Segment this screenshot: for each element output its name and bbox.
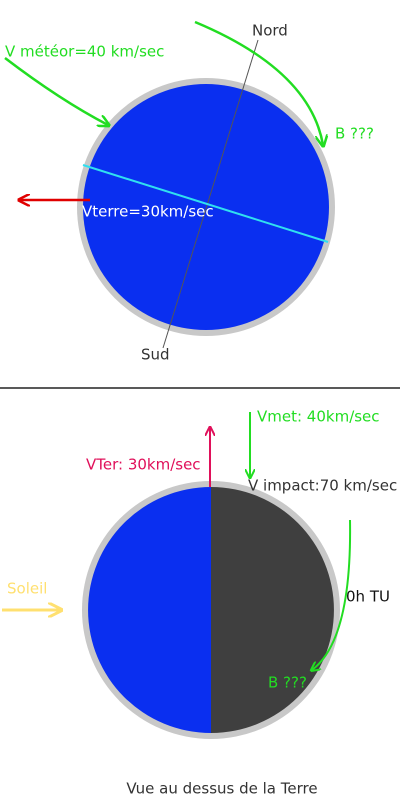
meteor-arrow	[4, 57, 108, 125]
label: V impact:70 km/sec	[248, 477, 397, 495]
label: B ???	[335, 125, 374, 143]
axis	[162, 39, 259, 349]
caption: Vue au dessus de la Terre	[126, 780, 317, 798]
day-side	[88, 487, 211, 733]
meteor-path	[312, 519, 352, 670]
label: Soleil	[7, 580, 47, 598]
equator	[82, 164, 329, 243]
label: V météor=40 km/sec	[5, 43, 164, 61]
label: Nord	[252, 22, 288, 40]
meteor-path	[194, 20, 323, 145]
label: Sud	[141, 346, 170, 364]
label: Vterre=30km/sec	[82, 203, 214, 221]
label: 0h TU	[346, 588, 390, 606]
label: B ???	[268, 674, 307, 692]
night-side	[211, 487, 334, 733]
label: Vmet: 40km/sec	[257, 408, 380, 426]
label: VTer: 30km/sec	[86, 456, 201, 474]
